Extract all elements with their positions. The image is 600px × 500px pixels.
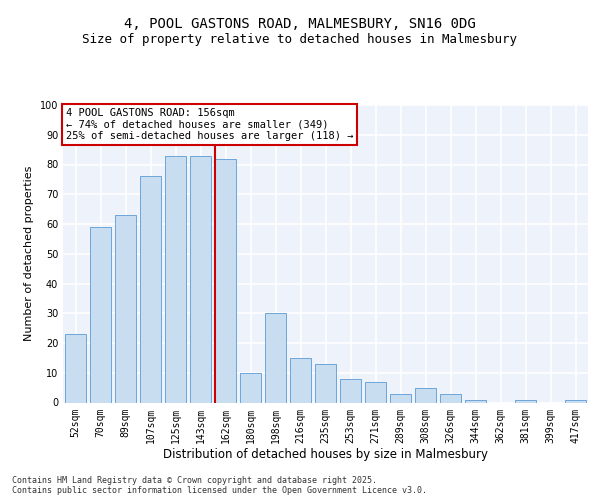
Bar bbox=[240, 373, 261, 402]
Bar bbox=[140, 176, 161, 402]
Bar bbox=[440, 394, 461, 402]
X-axis label: Distribution of detached houses by size in Malmesbury: Distribution of detached houses by size … bbox=[163, 448, 488, 461]
Bar bbox=[265, 313, 286, 402]
Bar bbox=[390, 394, 411, 402]
Bar bbox=[65, 334, 86, 402]
Y-axis label: Number of detached properties: Number of detached properties bbox=[24, 166, 34, 342]
Bar bbox=[515, 400, 536, 402]
Bar bbox=[190, 156, 211, 402]
Bar bbox=[415, 388, 436, 402]
Bar bbox=[565, 400, 586, 402]
Bar bbox=[315, 364, 336, 403]
Bar bbox=[465, 400, 486, 402]
Bar bbox=[290, 358, 311, 403]
Text: Contains HM Land Registry data © Crown copyright and database right 2025.
Contai: Contains HM Land Registry data © Crown c… bbox=[12, 476, 427, 495]
Bar bbox=[215, 158, 236, 402]
Bar bbox=[165, 156, 186, 402]
Bar bbox=[340, 378, 361, 402]
Text: Size of property relative to detached houses in Malmesbury: Size of property relative to detached ho… bbox=[83, 32, 517, 46]
Bar bbox=[90, 227, 111, 402]
Bar bbox=[365, 382, 386, 402]
Bar bbox=[115, 215, 136, 402]
Text: 4 POOL GASTONS ROAD: 156sqm
← 74% of detached houses are smaller (349)
25% of se: 4 POOL GASTONS ROAD: 156sqm ← 74% of det… bbox=[65, 108, 353, 141]
Text: 4, POOL GASTONS ROAD, MALMESBURY, SN16 0DG: 4, POOL GASTONS ROAD, MALMESBURY, SN16 0… bbox=[124, 18, 476, 32]
